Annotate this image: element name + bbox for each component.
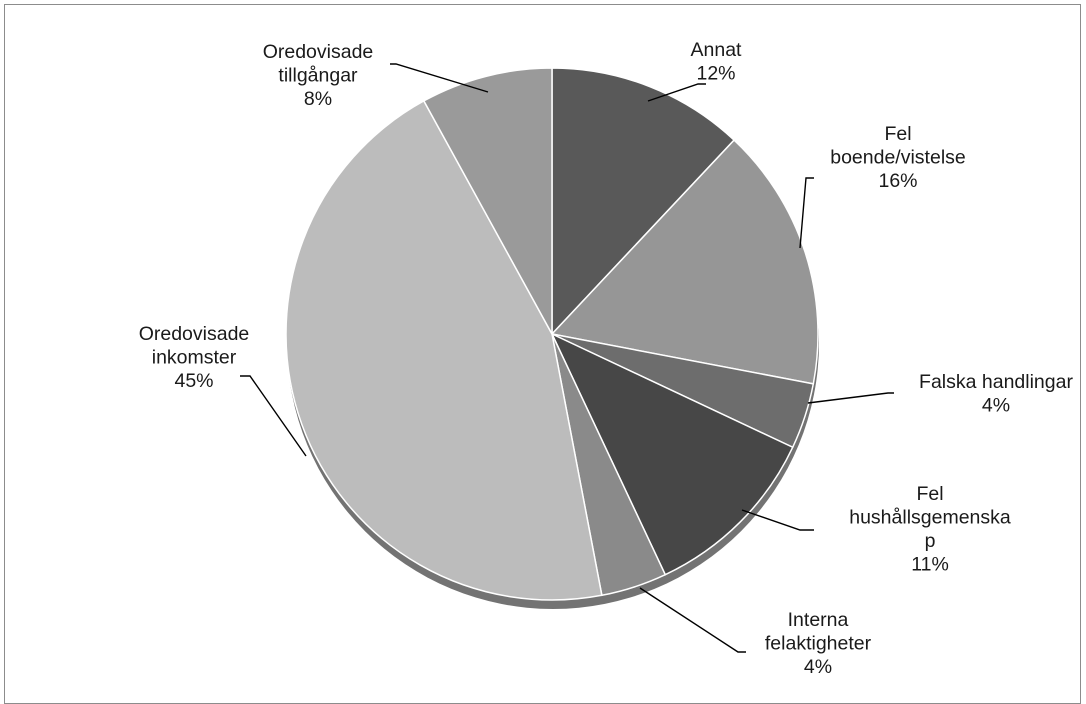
pie-slice-0 [551, 67, 736, 336]
leader-line-6 [390, 63, 489, 93]
slice-label-4: Interna felaktigheter 4% [765, 609, 872, 678]
leader-line-4 [639, 587, 746, 653]
slice-label-line-6-0: Oredovisade [263, 41, 374, 63]
slice-label-line-4-0: Interna [788, 609, 849, 631]
pie-slice-5 [285, 99, 603, 601]
slice-label-line-0-0: Annat [691, 39, 743, 61]
slice-label-2: Falska handlingar 4% [919, 371, 1073, 417]
slice-labels: Annat 12%Fel boende/vistelse 16%Falska hand… [139, 39, 1074, 678]
pie-slices [285, 67, 819, 601]
slice-label-line-5-0: Oredovisade [139, 323, 250, 345]
slice-label-line-4-1: felaktigheter [765, 633, 872, 655]
slice-label-line-3-2: p [925, 530, 936, 552]
slice-value-3: 11% [911, 554, 949, 576]
slice-label-line-6-1: tillgångar [278, 65, 358, 87]
pie-slice-6 [422, 67, 553, 335]
leader-line-5 [240, 375, 307, 457]
leader-line-2 [807, 392, 894, 404]
slice-label-line-3-0: Fel [916, 483, 943, 505]
leader-line-3 [741, 509, 814, 531]
slice-label-3: Fel hushållsgemenska p 11% [849, 483, 1011, 576]
slice-label-line-1-1: boende/vistelse [830, 147, 966, 169]
slice-value-4: 4% [804, 656, 832, 678]
pie-slice-1 [550, 139, 819, 385]
slice-label-1: Fel boende/vistelse 16% [830, 123, 966, 192]
slice-value-0: 12% [696, 63, 735, 85]
slice-label-6: Oredovisade tillgångar 8% [263, 41, 374, 110]
pie-slice-3 [550, 332, 794, 576]
slice-value-2: 4% [982, 395, 1010, 417]
slice-label-line-1-0: Fel [884, 123, 911, 145]
leader-line-1 [799, 177, 814, 249]
slice-label-line-2-0: Falska handlingar [919, 371, 1073, 393]
slice-value-5: 45% [174, 370, 213, 392]
slice-label-0: Annat 12% [691, 39, 743, 85]
slice-value-1: 16% [878, 170, 917, 192]
leader-lines [240, 63, 894, 653]
leader-line-0 [647, 83, 706, 102]
slice-value-6: 8% [304, 88, 332, 110]
slice-label-5: Oredovisade inkomster 45% [139, 323, 250, 392]
slice-label-line-3-1: hushållsgemenska [849, 507, 1011, 529]
slice-label-line-5-1: inkomster [152, 347, 237, 369]
